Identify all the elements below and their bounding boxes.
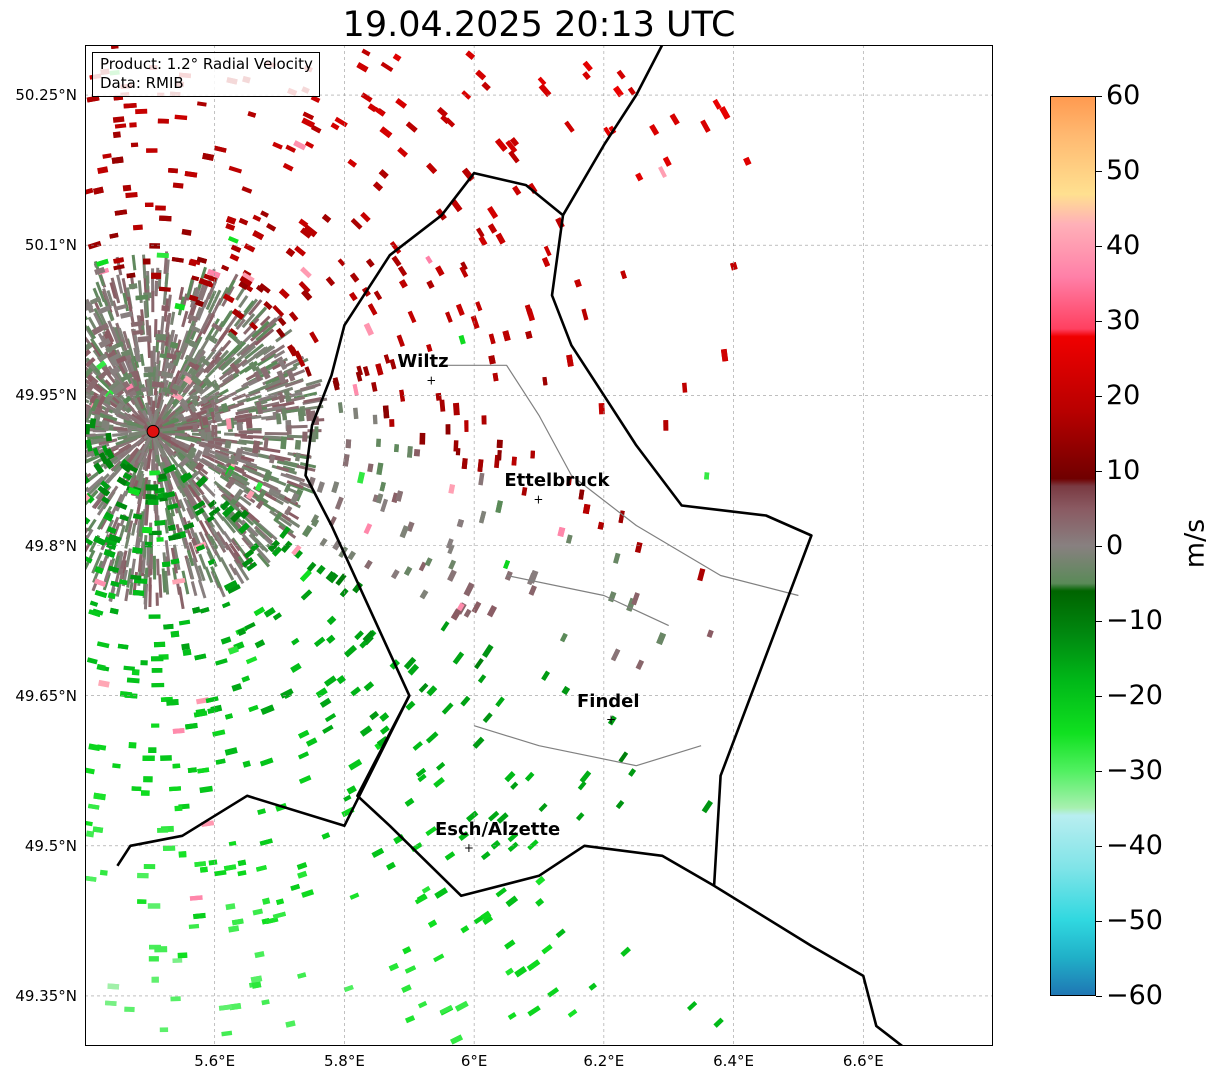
colorbar-tick-mark bbox=[1096, 621, 1102, 622]
city-label: Wiltz bbox=[397, 351, 449, 373]
colorbar-tick-label: −20 bbox=[1106, 680, 1163, 711]
colorbar-unit-label: m/s bbox=[1179, 518, 1207, 569]
colorbar-tick-mark bbox=[1096, 321, 1102, 322]
colorbar-tick-mark bbox=[1096, 471, 1102, 472]
velocity-echo-layer bbox=[85, 45, 752, 1045]
city-marker: + bbox=[606, 713, 616, 727]
city-label: Findel bbox=[576, 690, 640, 712]
lat-tick-label: 49.95°N bbox=[15, 386, 77, 405]
lon-tick-label: 6.2°E bbox=[583, 1052, 625, 1070]
colorbar-tick-label: 30 bbox=[1106, 305, 1141, 336]
colorbar-tick-mark bbox=[1096, 171, 1102, 172]
colorbar-tick-label: −60 bbox=[1106, 980, 1163, 1011]
lon-tick-label: 5.8°E bbox=[324, 1052, 365, 1070]
gridlines bbox=[85, 45, 993, 1046]
germany-border-south bbox=[713, 884, 903, 1046]
colorbar-tick-mark bbox=[1096, 846, 1102, 847]
colorbar-tick-mark bbox=[1096, 996, 1102, 997]
colorbar-tick-label: 60 bbox=[1106, 80, 1141, 111]
lat-tick-label: 49.8°N bbox=[24, 536, 77, 555]
city-marker: + bbox=[533, 492, 543, 506]
lon-tick-label: 6.4°E bbox=[713, 1052, 754, 1070]
product-label: Product: 1.2° Radial Velocity bbox=[100, 55, 313, 73]
city-marker: + bbox=[464, 841, 474, 855]
colorbar-tick-label: 40 bbox=[1106, 230, 1141, 261]
colorbar-tick-mark bbox=[1096, 96, 1102, 97]
radar-map-canvas: + + + + bbox=[85, 45, 993, 1046]
canton-boundary-0 bbox=[441, 364, 572, 476]
colorbar-tick-label: 0 bbox=[1106, 530, 1124, 561]
lon-tick-label: 6°E bbox=[460, 1052, 488, 1070]
germany-border-north bbox=[561, 45, 664, 216]
velocity-colorbar bbox=[1050, 96, 1096, 996]
product-info-box: Product: 1.2° Radial Velocity Data: RMIB bbox=[92, 52, 320, 97]
luxembourg-border bbox=[304, 171, 813, 898]
lon-tick-label: 5.6°E bbox=[194, 1052, 236, 1070]
lat-tick-label: 50.1°N bbox=[24, 236, 77, 255]
colorbar-tick-label: 50 bbox=[1106, 155, 1141, 186]
colorbar-tick-label: −10 bbox=[1106, 605, 1163, 636]
colorbar-tick-mark bbox=[1096, 246, 1102, 247]
colorbar-tick-label: −30 bbox=[1106, 755, 1163, 786]
city-markers: + + + + bbox=[426, 373, 616, 854]
colorbar-tick-mark bbox=[1096, 771, 1102, 772]
canton-boundary-3 bbox=[571, 474, 799, 597]
colorbar-tick-label: −40 bbox=[1106, 830, 1163, 861]
lat-tick-label: 49.5°N bbox=[24, 836, 77, 855]
canton-boundary-1 bbox=[506, 574, 669, 627]
colorbar-tick-mark bbox=[1096, 396, 1102, 397]
city-label: Ettelbruck bbox=[504, 470, 610, 492]
colorbar-tick-label: −50 bbox=[1106, 905, 1163, 936]
radar-map[interactable]: + + + + bbox=[85, 45, 993, 1046]
map-title: 19.04.2025 20:13 UTC bbox=[342, 5, 736, 45]
colorbar-tick-mark bbox=[1096, 921, 1102, 922]
lon-tick-label: 6.6°E bbox=[842, 1052, 884, 1070]
colorbar-tick-label: 10 bbox=[1106, 455, 1141, 486]
city-marker: + bbox=[426, 373, 436, 387]
lat-tick-label: 50.25°N bbox=[15, 86, 77, 105]
radar-site-marker bbox=[146, 424, 160, 438]
city-label: Esch/Alzette bbox=[434, 818, 561, 840]
data-source-label: Data: RMIB bbox=[100, 74, 184, 92]
canton-boundary-2 bbox=[473, 725, 702, 767]
belgium-france-border bbox=[116, 695, 411, 867]
colorbar-tick-label: 20 bbox=[1106, 380, 1141, 411]
lat-tick-label: 49.35°N bbox=[15, 986, 77, 1005]
boundaries-layer bbox=[116, 45, 903, 1046]
lat-tick-label: 49.65°N bbox=[15, 686, 77, 705]
colorbar-tick-mark bbox=[1096, 546, 1102, 547]
colorbar-tick-mark bbox=[1096, 696, 1102, 697]
